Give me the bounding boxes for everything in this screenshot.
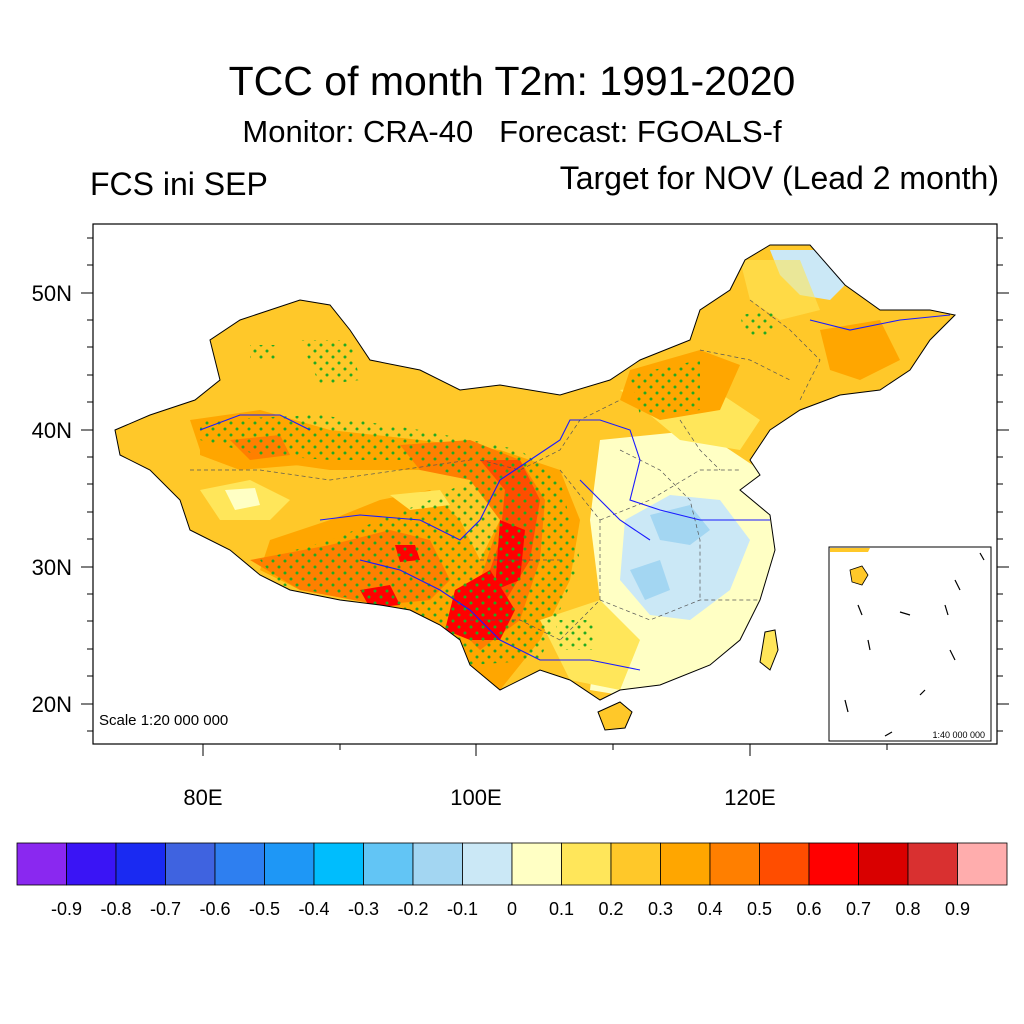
target-label: Target for NOV (Lead 2 month) [559,160,999,196]
colorbar-swatch [16,842,67,886]
hainan-island [597,701,633,731]
colorbar-label: 0.2 [598,899,623,919]
lat-label-50n: 50N [32,281,72,306]
colorbar-swatch [313,842,364,886]
colorbar-swatch [858,842,909,886]
colorbar-label: 0.1 [549,899,574,919]
china-border [114,244,957,701]
colorbar-swatch [660,842,711,886]
colorbar-label: -0.3 [348,899,379,919]
colorbar-swatch [808,842,859,886]
colorbar: -0.9 -0.8 -0.7 -0.6 -0.5 -0.4 -0.3 -0.2 -0.1 0 0.1… [16,842,1008,919]
colorbar-label: 0.9 [945,899,970,919]
colorbar-label: 0.4 [697,899,722,919]
lon-label-80e: 80E [183,785,222,810]
colorbar-swatch [165,842,216,886]
axis-ticks [81,237,1009,756]
map-scale-label: Scale 1:20 000 000 [99,712,228,729]
map-subtitle: Monitor: CRA-40 Forecast: FGOALS-f [242,114,782,149]
colorbar-swatch [511,842,562,886]
taiwan-island [759,629,779,671]
colorbar-swatch [214,842,265,886]
colorbar-label: -0.5 [249,899,280,919]
colorbar-label: -0.2 [397,899,428,919]
colorbar-swatch [709,842,760,886]
colorbar-swatch [412,842,463,886]
colorbar-label: 0.7 [846,899,871,919]
colorbar-swatch [66,842,117,886]
inset-scale: 1:40 000 000 [932,730,985,740]
rivers [199,314,951,671]
map-title: TCC of month T2m: 1991-2020 [228,58,796,104]
colorbar-label: -0.1 [447,899,478,919]
colorbar-label: -0.9 [51,899,82,919]
colorbar-label: -0.8 [100,899,131,919]
colorbar-swatch [462,842,513,886]
colorbar-label: 0 [507,899,517,919]
colorbar-label: -0.6 [199,899,230,919]
colorbar-swatch [759,842,810,886]
colorbar-label: 0.5 [747,899,772,919]
lat-label-20n: 20N [32,692,72,717]
colorbar-label: 0.8 [895,899,920,919]
colorbar-label: -0.4 [298,899,329,919]
lat-label-30n: 30N [32,555,72,580]
colorbar-label: 0.3 [648,899,673,919]
province-borders [190,299,821,641]
colorbar-swatch [957,842,1008,886]
init-label: FCS ini SEP [90,166,268,202]
colorbar-swatch [561,842,612,886]
colorbar-label: 0.6 [796,899,821,919]
colorbar-label: -0.7 [150,899,181,919]
lon-label-100e: 100E [450,785,501,810]
colorbar-swatch [363,842,414,886]
colorbar-swatch [907,842,958,886]
colorbar-swatch [610,842,661,886]
lon-label-120e: 120E [724,785,775,810]
colorbar-swatch [264,842,315,886]
colorbar-swatch [115,842,166,886]
lat-label-40n: 40N [32,418,72,443]
